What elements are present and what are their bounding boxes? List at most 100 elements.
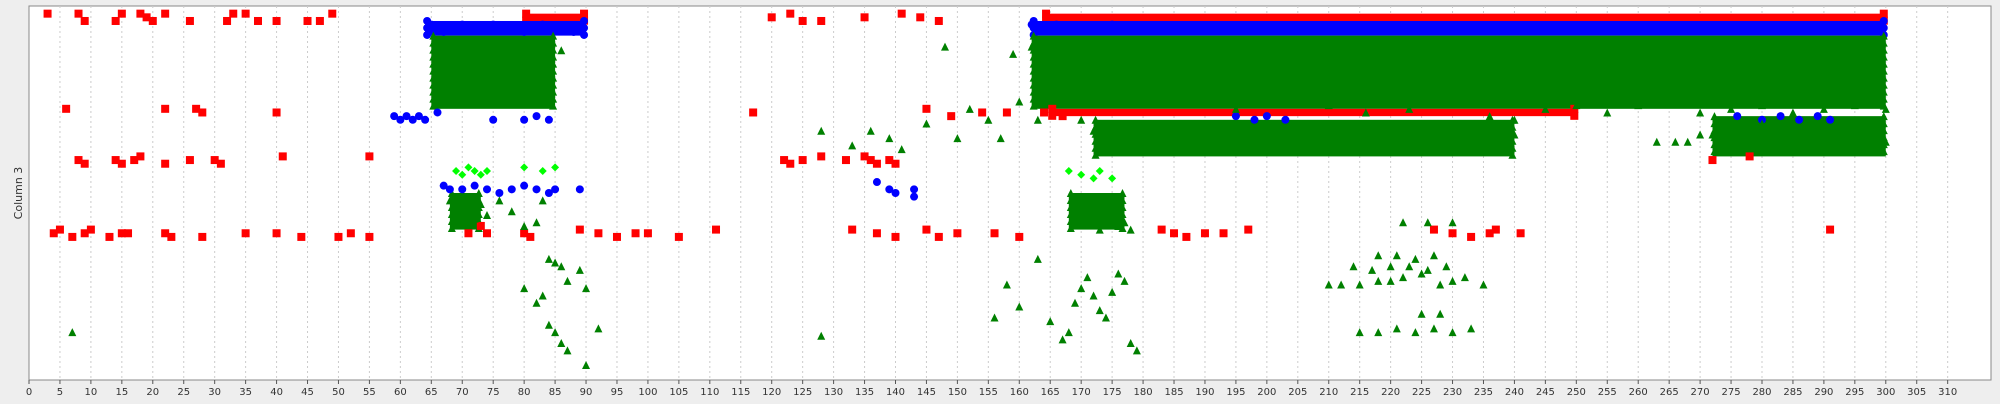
data-point-triangle — [1114, 269, 1123, 278]
dense-block-edge-point — [1066, 224, 1075, 232]
data-point-square — [1200, 229, 1209, 238]
x-tick-label: 60 — [394, 387, 407, 398]
data-point-square — [303, 16, 312, 25]
data-point-square — [55, 225, 64, 234]
data-point-square — [136, 152, 145, 161]
x-tick-label: 120 — [762, 387, 781, 398]
data-point-square — [216, 159, 225, 168]
data-point-square — [953, 229, 962, 238]
data-point-triangle — [1423, 218, 1432, 227]
data-point-triangle — [1757, 101, 1766, 110]
data-point-triangle — [520, 221, 529, 230]
data-point-triangle — [1386, 145, 1395, 154]
dense-block-square — [1044, 13, 1886, 21]
data-point-square — [891, 232, 900, 241]
dense-block-edge-point — [549, 66, 558, 75]
x-tick-label: 105 — [669, 387, 688, 398]
data-point-triangle — [1510, 115, 1519, 124]
data-point-circle — [402, 112, 411, 121]
data-point-circle — [421, 115, 430, 124]
data-point-triangle — [1015, 302, 1024, 311]
data-point-triangle — [1727, 104, 1736, 113]
data-point-triangle — [1683, 137, 1692, 146]
data-point-triangle — [1467, 324, 1476, 333]
dense-block-edge-point — [1879, 73, 1888, 82]
data-point-square — [860, 152, 869, 161]
x-tick-label: 230 — [1443, 387, 1462, 398]
dense-block-edge-point — [429, 66, 438, 75]
data-point-triangle — [1801, 134, 1810, 143]
x-tick-label: 265 — [1660, 387, 1679, 398]
data-point-triangle — [532, 218, 541, 227]
x-tick-label: 70 — [456, 387, 469, 398]
data-point-square — [916, 13, 925, 22]
data-point-square — [223, 16, 232, 25]
data-point-triangle — [439, 57, 448, 66]
data-point-square — [142, 13, 151, 22]
data-point-square — [278, 152, 287, 161]
x-tick-label: 200 — [1257, 387, 1276, 398]
data-point-square — [575, 225, 584, 234]
data-point-triangle — [1572, 101, 1581, 110]
dense-block-edge-point — [549, 94, 558, 103]
data-point-triangle — [563, 346, 572, 355]
data-point-diamond — [1108, 174, 1117, 183]
data-point-square — [161, 104, 170, 113]
data-point-triangle — [1046, 71, 1055, 80]
data-point-triangle — [1436, 280, 1445, 289]
data-point-square — [272, 16, 281, 25]
data-point-square — [229, 9, 238, 18]
dense-block-edge-point — [429, 101, 438, 110]
data-point-triangle — [1727, 119, 1736, 128]
data-point-square — [798, 16, 807, 25]
data-point-square — [185, 156, 194, 165]
x-tick-label: 30 — [208, 387, 221, 398]
data-point-triangle — [1727, 126, 1736, 135]
dense-block-edge-point — [447, 224, 456, 232]
data-point-square — [978, 108, 987, 117]
data-point-triangle — [1405, 262, 1414, 271]
data-point-triangle — [953, 134, 962, 143]
data-point-triangle — [1231, 137, 1240, 146]
dense-block-edge-point — [1048, 111, 1057, 120]
data-point-triangle — [1064, 328, 1073, 337]
x-tick-label: 150 — [948, 387, 967, 398]
data-point-circle — [1040, 24, 1049, 33]
data-point-triangle — [1405, 104, 1414, 113]
data-point-square — [786, 159, 795, 168]
data-point-triangle — [1083, 210, 1092, 219]
data-point-square — [117, 159, 126, 168]
x-tick-label: 215 — [1350, 387, 1369, 398]
dense-block-edge-point — [1029, 80, 1038, 89]
dense-block-edge-point — [1066, 217, 1075, 225]
data-point-triangle — [1200, 90, 1209, 99]
data-point-triangle — [885, 134, 894, 143]
data-point-triangle — [1696, 108, 1705, 117]
dense-block-edge-point — [580, 30, 589, 39]
data-point-triangle — [1083, 273, 1092, 282]
data-point-square — [1745, 152, 1754, 161]
data-point-square — [117, 9, 126, 18]
data-point-circle — [532, 112, 541, 121]
dense-block-edge-point — [1029, 31, 1038, 40]
data-point-circle — [507, 24, 516, 33]
dense-block-edge-point — [1879, 23, 1888, 32]
x-tick-label: 285 — [1783, 387, 1802, 398]
data-point-square — [780, 156, 789, 165]
x-tick-label: 305 — [1907, 387, 1926, 398]
x-tick-label: 55 — [363, 387, 376, 398]
data-point-triangle — [495, 42, 504, 51]
x-tick-label: 130 — [824, 387, 843, 398]
data-point-square — [990, 229, 999, 238]
data-point-square — [241, 9, 250, 18]
data-point-triangle — [445, 71, 454, 80]
data-point-circle — [433, 24, 442, 33]
data-point-triangle — [1126, 137, 1135, 146]
data-point-square — [74, 156, 83, 165]
data-point-triangle — [582, 284, 591, 293]
x-tick-label: 280 — [1752, 387, 1771, 398]
data-point-triangle — [575, 265, 584, 274]
x-tick-label: 5 — [57, 387, 63, 398]
data-point-diamond — [470, 167, 479, 176]
data-point-triangle — [557, 46, 566, 55]
